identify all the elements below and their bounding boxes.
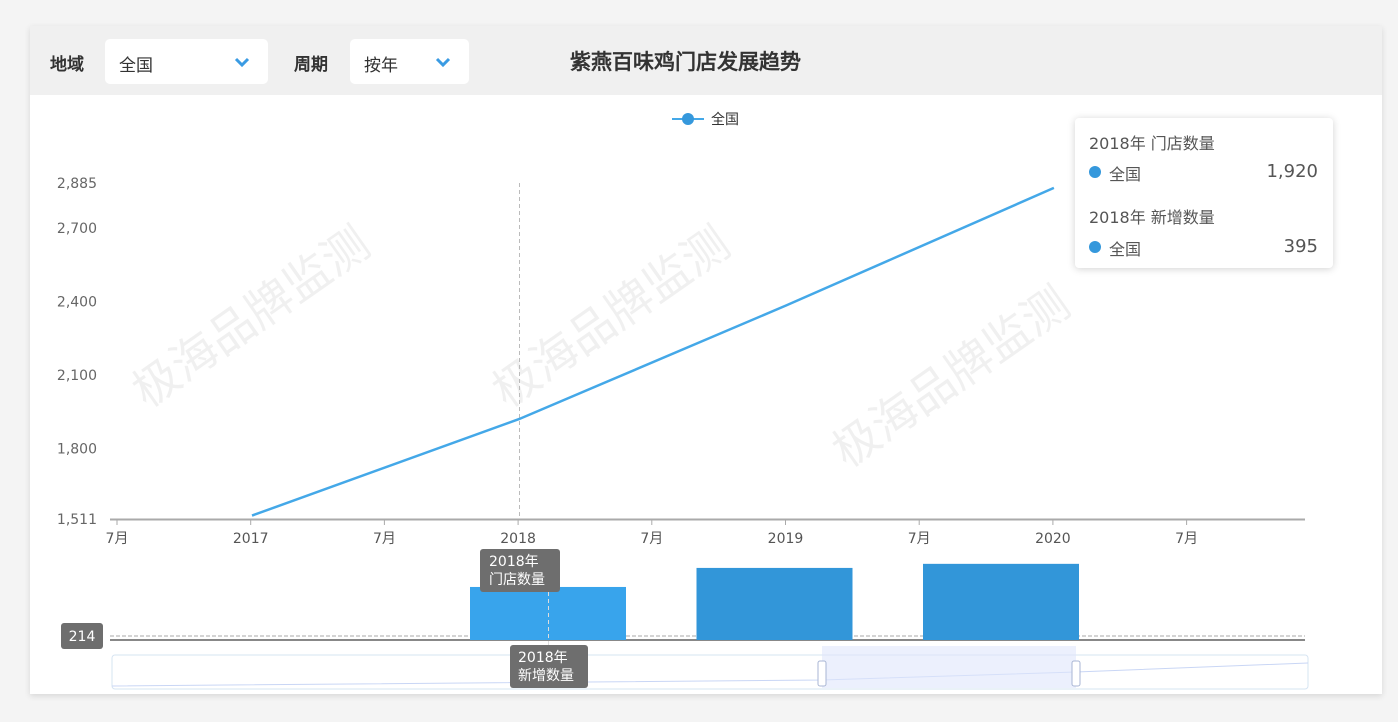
series-dot-icon bbox=[1089, 241, 1101, 253]
y-tick-label: 2,400 bbox=[57, 295, 97, 311]
y-tick-label: 2,100 bbox=[57, 368, 97, 384]
y-tick-label: 2,700 bbox=[57, 221, 97, 237]
x-tick-label: 7月 bbox=[640, 531, 663, 547]
region-label: 地域 bbox=[50, 55, 84, 75]
x-tick-label: 2019 bbox=[768, 531, 804, 547]
region-value: 全国 bbox=[119, 56, 153, 76]
chevron-down-icon bbox=[435, 57, 451, 68]
tooltip-value-new: 395 bbox=[1283, 236, 1318, 257]
marker-label-bg bbox=[61, 623, 103, 649]
marker-label: 214 bbox=[69, 629, 96, 645]
y-tick-label: 2,885 bbox=[57, 176, 97, 192]
data-zoom-handle[interactable] bbox=[817, 660, 827, 687]
tooltip-title-new: 2018年 新增数量 bbox=[1089, 208, 1215, 227]
data-zoom-preview bbox=[111, 662, 1309, 687]
tooltip-series-name: 全国 bbox=[1109, 165, 1142, 184]
series-dot-icon bbox=[1089, 166, 1101, 178]
period-label: 周期 bbox=[294, 55, 328, 75]
watermark: 极海品牌监测 bbox=[122, 216, 379, 419]
watermark: 极海品牌监测 bbox=[482, 216, 739, 419]
tooltip-title-stores: 2018年 门店数量 bbox=[1089, 134, 1215, 153]
tooltip: 2018年 门店数量 全国 1,920 2018年 新增数量 全国 395 bbox=[1075, 118, 1333, 268]
bar-axis-pointer-label-bg bbox=[510, 645, 588, 688]
bar-axis-pointer-label: 新增数量 bbox=[518, 668, 574, 684]
x-tick-label: 7月 bbox=[106, 531, 129, 547]
y-tick-label: 1,800 bbox=[57, 441, 97, 457]
data-zoom-handle[interactable] bbox=[1071, 660, 1081, 687]
tooltip-value-stores: 1,920 bbox=[1266, 161, 1318, 182]
data-zoom-window[interactable] bbox=[822, 646, 1076, 688]
legend-label: 全国 bbox=[711, 111, 739, 128]
filter-bar: 地域 全国 周期 按年 紫燕百味鸡门店发展趋势 bbox=[30, 26, 1382, 95]
axis-pointer-label-bg bbox=[480, 549, 560, 592]
y-tick-label: 1,511 bbox=[57, 512, 97, 528]
tooltip-series-name: 全国 bbox=[1109, 240, 1142, 259]
bar-2020 bbox=[923, 563, 1079, 640]
x-tick-label: 7月 bbox=[373, 531, 396, 547]
period-select[interactable]: 按年 bbox=[350, 39, 469, 84]
bar-2019 bbox=[696, 567, 853, 640]
x-tick-label: 2018 bbox=[500, 531, 536, 547]
series-line-全国 bbox=[251, 186, 1055, 517]
axis-pointer-label: 门店数量 bbox=[489, 572, 545, 588]
chart-title: 紫燕百味鸡门店发展趋势 bbox=[570, 50, 801, 74]
legend-marker-icon bbox=[682, 113, 694, 125]
region-select[interactable]: 全国 bbox=[105, 39, 268, 84]
x-tick-label: 2017 bbox=[233, 531, 269, 547]
x-tick-label: 7月 bbox=[1175, 531, 1198, 547]
axis-pointer-label: 2018年 bbox=[489, 554, 539, 570]
x-tick-label: 2020 bbox=[1035, 531, 1071, 547]
chevron-down-icon bbox=[234, 57, 250, 68]
x-tick-label: 7月 bbox=[908, 531, 931, 547]
period-value: 按年 bbox=[364, 56, 398, 76]
data-zoom-slider[interactable] bbox=[111, 654, 1309, 690]
watermark: 极海品牌监测 bbox=[822, 276, 1079, 479]
bar-axis-pointer-label: 2018年 bbox=[518, 650, 568, 666]
